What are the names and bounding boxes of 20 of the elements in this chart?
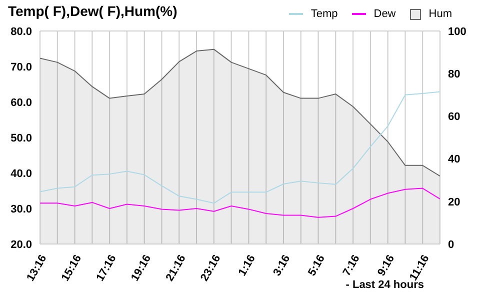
legend-label: Temp bbox=[310, 8, 338, 20]
y-tick-label: 60.0 bbox=[10, 96, 32, 109]
y-tick-label: 70.0 bbox=[10, 61, 32, 74]
y-tick-label: 30.0 bbox=[10, 203, 32, 216]
legend-label: Dew bbox=[374, 8, 396, 20]
y-tick-label: 80.0 bbox=[10, 26, 32, 38]
y2-tick-label: 0 bbox=[448, 238, 454, 251]
text: - Last 24 hours bbox=[346, 279, 424, 291]
y-tick-label: 50.0 bbox=[10, 132, 32, 144]
line-series bbox=[40, 188, 440, 218]
y2-tick-label: 20 bbox=[448, 196, 460, 208]
y-tick-label: 40.0 bbox=[10, 168, 32, 180]
legend-label: Hum bbox=[428, 8, 452, 20]
line-series bbox=[40, 91, 440, 204]
chart-title: Temp( F),Dew( F),Hum(%) bbox=[8, 3, 178, 19]
y2-tick-label: 100 bbox=[448, 26, 466, 38]
y2-tick-label: 80 bbox=[448, 68, 460, 81]
y2-tick-label: 40 bbox=[448, 154, 460, 166]
y2-tick-label: 60 bbox=[448, 111, 460, 124]
y-tick-label: 20.0 bbox=[10, 238, 32, 251]
